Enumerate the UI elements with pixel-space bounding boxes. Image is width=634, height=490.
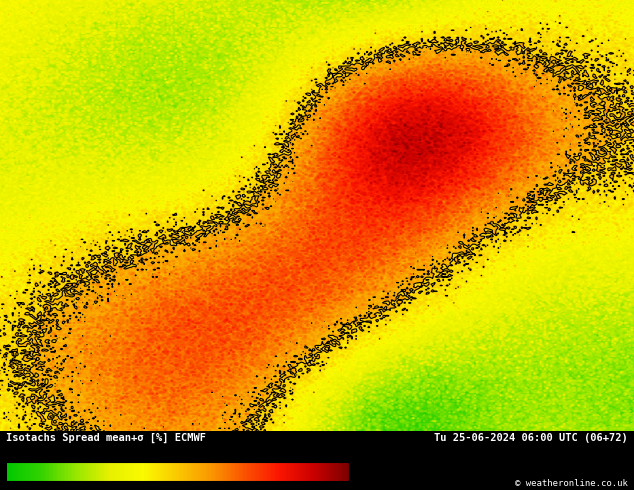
Text: © weatheronline.co.uk: © weatheronline.co.uk — [515, 479, 628, 488]
Text: Tu 25-06-2024 06:00 UTC (06+72): Tu 25-06-2024 06:00 UTC (06+72) — [434, 434, 628, 443]
Text: Isotachs Spread mean+σ [%] ECMWF: Isotachs Spread mean+σ [%] ECMWF — [6, 433, 206, 443]
